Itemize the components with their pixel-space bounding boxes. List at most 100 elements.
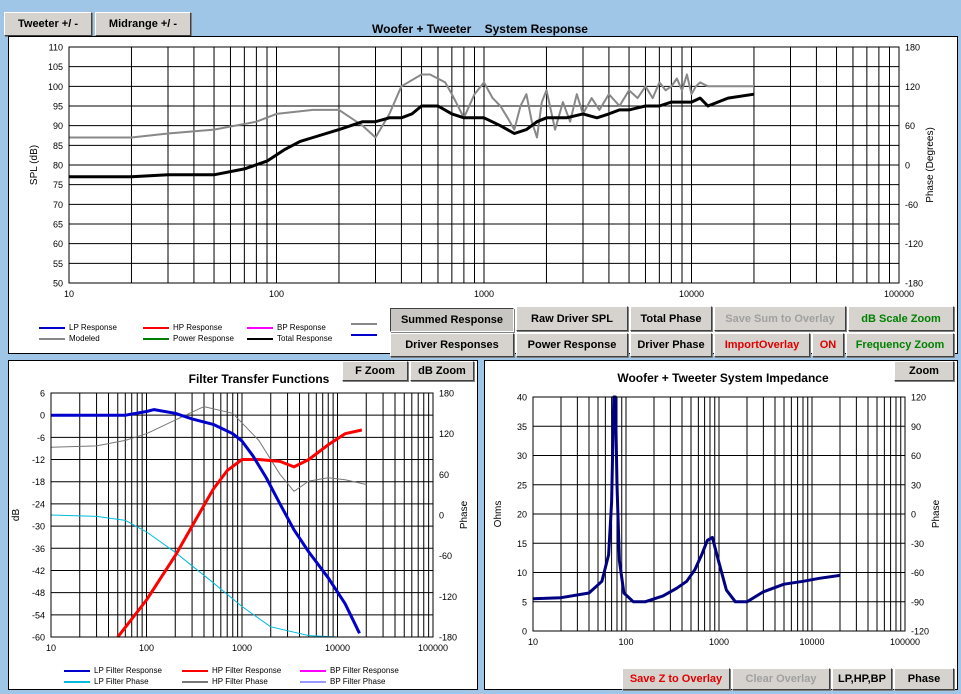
y2-tick-label: 180 xyxy=(439,389,454,399)
legend-label: HP Filter Response xyxy=(212,666,282,675)
y2-tick-label: 0 xyxy=(911,510,916,520)
legend-label: LP Filter Response xyxy=(94,666,162,675)
y-tick-label: 35 xyxy=(517,422,527,432)
lp-hp-bp-button[interactable]: LP,HP,BP xyxy=(832,668,892,690)
y2-axis-label: Phase xyxy=(931,499,942,528)
legend-label: HP Response xyxy=(173,323,223,332)
series-line-impedance xyxy=(532,395,841,604)
legend-label: LP Filter Phase xyxy=(94,677,149,686)
summed-response-button[interactable]: Summed Response xyxy=(390,308,514,332)
y-tick-label: 75 xyxy=(53,180,63,190)
series-line-hp-filter-response xyxy=(116,428,363,638)
system-response-panel: Woofer + Tweeter System Response50556065… xyxy=(8,36,958,354)
legend-swatch xyxy=(39,326,65,329)
y2-tick-label: 120 xyxy=(905,82,920,92)
impedance-panel: Woofer + Tweeter System Impedance 0 5 10 15 2… xyxy=(484,360,958,690)
y-tick-label: 55 xyxy=(53,259,63,269)
y-tick-label: -36 xyxy=(32,544,45,554)
y-tick-label: 0 xyxy=(522,627,527,637)
total-phase-button[interactable]: Total Phase xyxy=(630,306,712,331)
db-scale-zoom-button[interactable]: dB Scale Zoom xyxy=(848,306,954,331)
overlay-on-button[interactable]: ON xyxy=(812,333,844,357)
legend-label: Power Response xyxy=(173,334,234,343)
y2-tick-label: 0 xyxy=(905,161,910,171)
plot-area-border xyxy=(50,392,434,638)
import-overlay-button[interactable]: ImportOverlay xyxy=(714,333,810,357)
y2-tick-label: 60 xyxy=(905,121,915,131)
save-z-to-overlay-button[interactable]: Save Z to Overlay xyxy=(622,668,730,690)
plot-area-border xyxy=(532,396,906,632)
legend-swatch xyxy=(300,669,326,672)
y-tick-label: 65 xyxy=(53,220,63,230)
impedance-zoom-button[interactable]: Zoom xyxy=(894,361,954,381)
legend-entry xyxy=(351,334,381,336)
clear-overlay-button[interactable]: Clear Overlay xyxy=(732,668,830,690)
save-sum-to-overlay-button[interactable]: Save Sum to Overlay xyxy=(714,306,846,331)
legend-label: BP Filter Response xyxy=(330,666,399,675)
legend-label: HP Filter Phase xyxy=(212,677,268,686)
y-tick-label: 6 xyxy=(40,389,45,399)
legend-swatch xyxy=(182,669,208,672)
legend-swatch xyxy=(143,326,169,329)
y-tick-label: -42 xyxy=(32,566,45,576)
series-line-total-response xyxy=(69,92,755,179)
chart-body: Woofer + Tweeter System Response50556065… xyxy=(29,43,936,300)
y2-tick-label: -90 xyxy=(911,597,924,607)
y-tick-label: 90 xyxy=(53,121,63,131)
x-tick-label: 1000 xyxy=(709,637,729,647)
y-tick-label: 60 xyxy=(53,239,63,249)
system-response-chart: Woofer + Tweeter System Response50556065… xyxy=(29,43,936,300)
y-tick-label: 0 xyxy=(40,411,45,421)
x-tick-label: 10000 xyxy=(799,637,824,647)
series-line-hp-filter-phase xyxy=(50,406,367,492)
y-tick-label: 105 xyxy=(48,62,63,72)
midrange-button[interactable]: Midrange +/ - xyxy=(95,12,191,36)
legend-swatch xyxy=(64,680,90,683)
y-tick-label: 5 xyxy=(522,597,527,607)
y-tick-label: 100 xyxy=(48,82,63,92)
f-zoom-button[interactable]: F Zoom xyxy=(342,361,408,381)
frequency-zoom-button[interactable]: Frequency Zoom xyxy=(846,333,954,357)
x-tick-label: 10 xyxy=(64,289,74,299)
x-tick-label: 100000 xyxy=(890,637,920,647)
chart-title: Filter Transfer Functions xyxy=(189,372,330,386)
legend-swatch xyxy=(247,326,273,329)
x-tick-label: 100 xyxy=(618,637,633,647)
power-response-button[interactable]: Power Response xyxy=(516,333,628,357)
filter-transfer-chart: Filter Transfer Functions-60-54-48-42-36… xyxy=(11,372,470,653)
legend-entry: Modeled xyxy=(39,334,100,343)
legend-entry: BP Response xyxy=(247,323,326,332)
y2-tick-label: 180 xyxy=(905,43,920,53)
y-tick-label: 95 xyxy=(53,102,63,112)
driver-phase-button[interactable]: Driver Phase xyxy=(630,333,712,357)
legend-swatch xyxy=(39,337,65,340)
tweeter-button[interactable]: Tweeter +/ - xyxy=(4,12,92,36)
y-axis-label: Ohms xyxy=(493,501,504,528)
impedance-chart: Woofer + Tweeter System Impedance 0 5 10 15 2… xyxy=(493,371,942,647)
raw-driver-spl-button[interactable]: Raw Driver SPL xyxy=(516,306,628,331)
series-line-lp-filter-phase xyxy=(50,514,367,638)
y-tick-label: 50 xyxy=(53,279,63,289)
y2-tick-label: 60 xyxy=(439,470,449,480)
y2-tick-label: 30 xyxy=(911,480,921,490)
chart-title: Woofer + Tweeter System Impedance xyxy=(617,371,829,385)
legend-entry: HP Response xyxy=(143,323,222,332)
driver-responses-button[interactable]: Driver Responses xyxy=(390,333,514,357)
legend-swatch xyxy=(351,323,377,325)
phase-button[interactable]: Phase xyxy=(894,668,954,690)
y-tick-label: -60 xyxy=(32,633,45,643)
legend-swatch xyxy=(182,680,208,683)
y-tick-label: -48 xyxy=(32,588,45,598)
y2-axis-label: Phase xyxy=(459,500,470,529)
x-tick-label: 1000 xyxy=(474,289,494,299)
x-tick-label: 100000 xyxy=(884,289,914,299)
y2-tick-label: 90 xyxy=(911,422,921,432)
y-tick-label: -18 xyxy=(32,477,45,487)
filter-legend: LP Filter Response HP Filter Response BP F… xyxy=(64,666,444,690)
y-tick-label: 25 xyxy=(517,480,527,490)
system-response-title: Woofer + Tweeter System Response xyxy=(372,22,588,36)
y2-tick-label: -60 xyxy=(911,568,924,578)
filter-transfer-panel: Filter Transfer Functions -60 -54 -48 -42 -36… xyxy=(8,360,478,690)
db-zoom-button[interactable]: dB Zoom xyxy=(410,361,474,381)
y2-tick-label: -30 xyxy=(911,539,924,549)
